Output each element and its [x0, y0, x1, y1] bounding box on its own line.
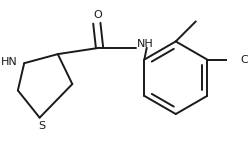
Text: O: O — [93, 10, 102, 20]
Text: Cl: Cl — [240, 55, 248, 64]
Text: NH: NH — [137, 39, 153, 49]
Text: S: S — [38, 121, 45, 131]
Text: HN: HN — [1, 57, 18, 67]
